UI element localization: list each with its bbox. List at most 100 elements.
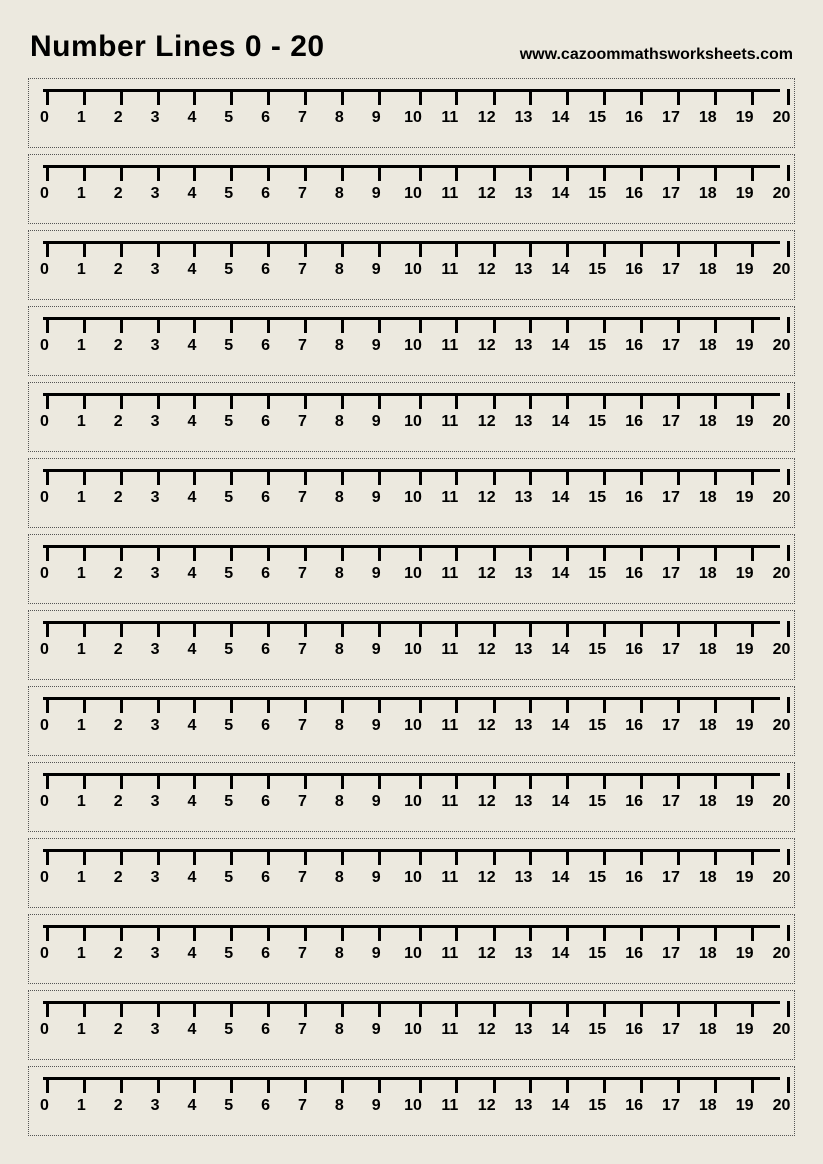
tick-mark <box>46 773 49 789</box>
tick: 13 <box>522 241 540 279</box>
tick-mark <box>787 925 790 941</box>
tick: 16 <box>633 165 651 203</box>
tick-mark <box>677 317 680 333</box>
tick-label: 15 <box>588 869 606 887</box>
tick: 18 <box>706 469 724 507</box>
tick-label: 8 <box>335 109 344 127</box>
tick-mark <box>603 469 606 485</box>
tick: 1 <box>80 849 89 887</box>
tick: 6 <box>264 1001 273 1039</box>
tick-label: 13 <box>515 641 533 659</box>
tick: 5 <box>227 165 236 203</box>
tick-label: 14 <box>551 337 569 355</box>
tick: 9 <box>375 393 384 431</box>
tick: 4 <box>190 773 199 811</box>
tick: 11 <box>448 849 465 887</box>
tick-mark <box>529 1001 532 1017</box>
tick-mark <box>378 241 381 257</box>
number-line-strip: 01234567891011121314151617181920 <box>28 1066 795 1136</box>
tick-mark <box>267 773 270 789</box>
tick: 0 <box>43 241 52 279</box>
tick-mark <box>267 469 270 485</box>
tick-mark <box>83 849 86 865</box>
tick: 14 <box>559 165 577 203</box>
tick-label: 10 <box>404 641 422 659</box>
number-line-strip: 01234567891011121314151617181920 <box>28 382 795 452</box>
tick-label: 0 <box>40 717 49 735</box>
number-line-strip: 01234567891011121314151617181920 <box>28 154 795 224</box>
tick-mark <box>751 1001 754 1017</box>
tick-label: 11 <box>441 793 458 811</box>
tick-mark <box>455 773 458 789</box>
tick-mark <box>230 165 233 181</box>
tick: 1 <box>80 773 89 811</box>
tick-mark <box>157 849 160 865</box>
tick-mark <box>787 469 790 485</box>
tick-mark <box>787 241 790 257</box>
tick: 2 <box>117 165 126 203</box>
tick-mark <box>120 1001 123 1017</box>
tick-mark <box>304 469 307 485</box>
tick-mark <box>603 89 606 105</box>
tick: 14 <box>559 697 577 735</box>
tick: 20 <box>780 925 798 963</box>
tick: 8 <box>338 1001 347 1039</box>
tick-mark <box>603 773 606 789</box>
tick: 14 <box>559 773 577 811</box>
tick-label: 0 <box>40 793 49 811</box>
tick: 4 <box>190 241 199 279</box>
tick-label: 11 <box>441 1097 458 1115</box>
tick: 20 <box>780 317 798 355</box>
tick: 12 <box>485 925 503 963</box>
tick-label: 6 <box>261 185 270 203</box>
tick-mark <box>230 469 233 485</box>
tick-label: 11 <box>441 869 458 887</box>
tick: 18 <box>706 317 724 355</box>
tick-label: 0 <box>40 641 49 659</box>
tick-mark <box>603 697 606 713</box>
tick-mark <box>787 317 790 333</box>
tick: 18 <box>706 849 724 887</box>
tick: 15 <box>596 393 614 431</box>
tick: 10 <box>412 697 430 735</box>
tick-mark <box>419 393 422 409</box>
tick-label: 12 <box>478 1097 496 1115</box>
tick: 7 <box>301 1001 310 1039</box>
tick-mark <box>455 1077 458 1093</box>
tick-label: 12 <box>478 489 496 507</box>
tick: 13 <box>522 165 540 203</box>
number-line: 01234567891011121314151617181920 <box>43 697 780 751</box>
tick-label: 8 <box>335 641 344 659</box>
tick-label: 9 <box>372 1097 381 1115</box>
tick: 2 <box>117 1001 126 1039</box>
tick: 17 <box>669 317 687 355</box>
tick-mark <box>493 1077 496 1093</box>
tick-label: 11 <box>441 109 458 127</box>
tick-mark <box>157 1077 160 1093</box>
tick: 11 <box>448 621 465 659</box>
tick-label: 11 <box>441 717 458 735</box>
tick: 7 <box>301 925 310 963</box>
tick-label: 9 <box>372 337 381 355</box>
tick: 6 <box>264 925 273 963</box>
tick: 0 <box>43 773 52 811</box>
tick: 14 <box>559 849 577 887</box>
tick-mark <box>230 925 233 941</box>
tick: 12 <box>485 469 503 507</box>
tick: 11 <box>448 393 465 431</box>
tick-label: 16 <box>625 489 643 507</box>
tick: 19 <box>743 849 761 887</box>
tick: 9 <box>375 165 384 203</box>
tick: 19 <box>743 317 761 355</box>
tick-mark <box>341 1077 344 1093</box>
tick-mark <box>46 469 49 485</box>
tick-label: 1 <box>77 337 86 355</box>
tick: 0 <box>43 469 52 507</box>
tick-mark <box>267 317 270 333</box>
number-line: 01234567891011121314151617181920 <box>43 925 780 979</box>
tick-label: 19 <box>736 565 754 583</box>
tick: 3 <box>154 697 163 735</box>
tick-label: 2 <box>114 717 123 735</box>
tick: 15 <box>596 773 614 811</box>
tick: 7 <box>301 241 310 279</box>
